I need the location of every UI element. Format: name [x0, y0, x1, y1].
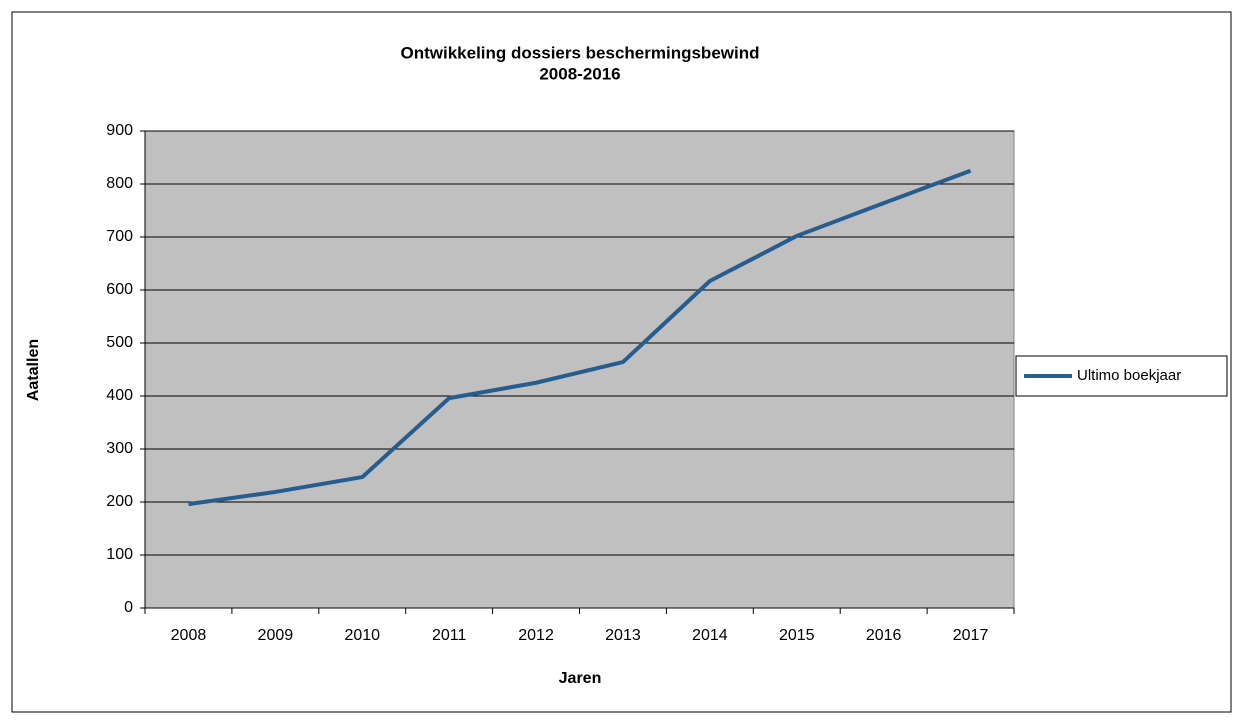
x-tick-label: 2016: [866, 627, 902, 644]
y-axis-label: Aatallen: [25, 339, 42, 401]
series-line: [188, 168, 972, 507]
x-tick-label: 2015: [779, 627, 815, 644]
y-tick-label: 600: [106, 281, 133, 298]
x-tick-label: 2009: [258, 627, 294, 644]
chart-title: Ontwikkeling dossiers beschermingsbewind: [401, 43, 760, 62]
x-tick-label: 2014: [692, 627, 728, 644]
x-tick-label: 2008: [171, 627, 207, 644]
y-tick-label: 400: [106, 387, 133, 404]
y-tick-label: 200: [106, 493, 133, 510]
y-tick-label: 700: [106, 228, 133, 245]
x-tick-label: 2011: [432, 627, 467, 644]
y-tick-label: 800: [106, 175, 133, 192]
y-tick-label: 300: [106, 440, 133, 457]
x-tick-label: 2017: [953, 627, 989, 644]
x-tick-label: 2012: [518, 627, 554, 644]
y-tick-label: 500: [106, 334, 133, 351]
x-tick-label: 2013: [605, 627, 641, 644]
legend-label: Ultimo boekjaar: [1077, 367, 1181, 384]
y-tick-label: 0: [124, 599, 133, 616]
y-tick-label: 900: [106, 122, 133, 139]
y-tick-label: 100: [106, 546, 133, 563]
x-tick-label: 2010: [344, 627, 380, 644]
chart-subtitle: 2008-2016: [539, 64, 620, 83]
x-axis-label: Jaren: [559, 670, 602, 687]
